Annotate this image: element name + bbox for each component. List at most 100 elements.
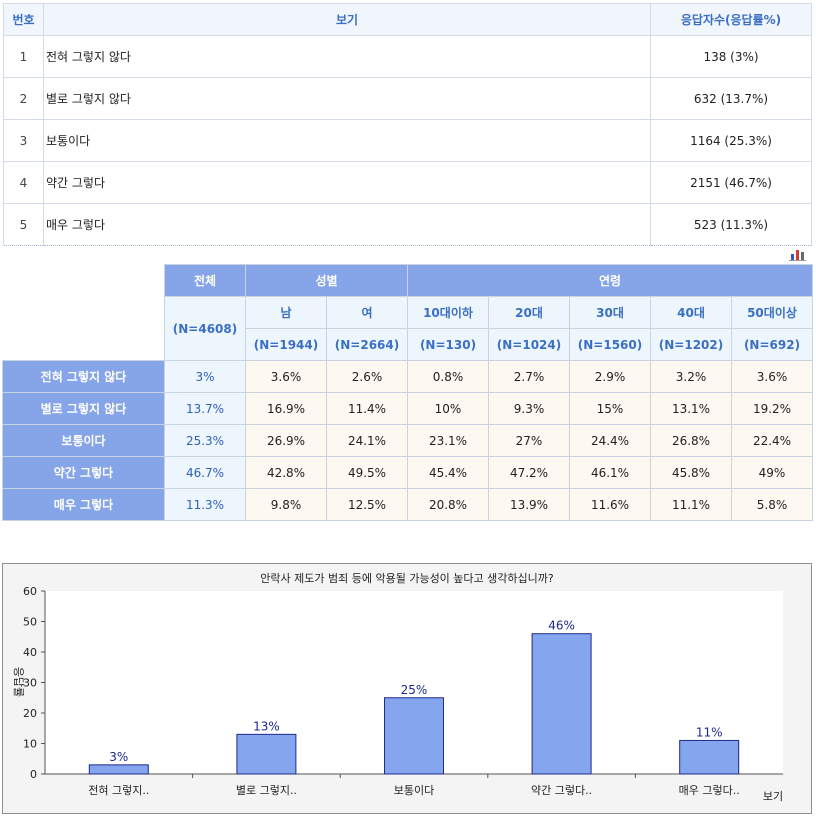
crosstab-row-label: 약간 그렇다	[2, 456, 165, 489]
crosstab-cell: 47.2%	[488, 456, 570, 489]
x-tick-label: 전혀 그렇지..	[88, 784, 149, 797]
row-number: 3	[3, 119, 44, 162]
crosstab-row-label: 별로 그렇지 않다	[2, 392, 165, 425]
row-option: 별로 그렇지 않다	[43, 77, 651, 120]
bar	[88, 764, 149, 775]
header-count: 응답자수(응답률%)	[650, 3, 812, 36]
crosstab-total-cell: 13.7%	[164, 392, 246, 425]
crosstab-cell: 24.4%	[569, 424, 651, 457]
crosstab-group-n: (N=1024)	[488, 328, 570, 361]
row-number: 4	[3, 161, 44, 204]
x-axis-label: 보기	[763, 790, 783, 803]
row-count: 1164 (25.3%)	[650, 119, 812, 162]
crosstab-cell: 11.6%	[569, 488, 651, 521]
crosstab-row: 약간 그렇다 46.7% 42.8% 49.5% 45.4% 47.2% 46.1% 45.8…	[2, 456, 813, 489]
crosstab-cell: 26.8%	[650, 424, 732, 457]
crosstab-cell: 3.2%	[650, 360, 732, 393]
row-number: 5	[3, 203, 44, 246]
row-count: 523 (11.3%)	[650, 203, 812, 246]
bar	[236, 733, 297, 775]
crosstab-cell: 10%	[407, 392, 489, 425]
x-tick-label: 약간 그렇다..	[531, 783, 592, 797]
crosstab-cell: 19.2%	[731, 392, 813, 425]
bar	[531, 633, 592, 775]
data-label: 25%	[401, 683, 428, 697]
row-count: 2151 (46.7%)	[650, 161, 812, 204]
crosstab-total-cell: 3%	[164, 360, 246, 393]
crosstab-cell: 3.6%	[731, 360, 813, 393]
row-option: 약간 그렇다	[43, 161, 651, 204]
x-tick-label: 매우 그렇다..	[679, 784, 740, 797]
crosstab-cell: 9.3%	[488, 392, 570, 425]
crosstab-gender-header: 성별	[245, 264, 408, 297]
row-number: 1	[3, 35, 44, 78]
crosstab-group-n: (N=692)	[731, 328, 813, 361]
y-tick-label: 50	[23, 616, 37, 629]
crosstab-total-header: 전체	[164, 264, 246, 297]
bar	[384, 697, 444, 775]
crosstab-cell: 27%	[488, 424, 570, 457]
crosstab-cell: 5.8%	[731, 488, 813, 521]
y-tick-label: 60	[23, 585, 37, 598]
crosstab-group-label: 20대	[488, 296, 570, 329]
data-label: 3%	[109, 750, 128, 764]
crosstab-row: 매우 그렇다 11.3% 9.8% 12.5% 20.8% 13.9% 11.6% 11.1%…	[2, 488, 813, 521]
data-label: 13%	[253, 719, 280, 733]
header-option: 보기	[43, 3, 651, 36]
y-tick-label: 40	[23, 646, 37, 659]
table-row: 3 보통이다 1164 (25.3%)	[3, 119, 812, 162]
crosstab-cell: 2.9%	[569, 360, 651, 393]
bar-chart-icon[interactable]	[789, 248, 806, 261]
crosstab-corner	[2, 264, 165, 361]
crosstab-cell: 26.9%	[245, 424, 327, 457]
bar-chart-svg: 안락사 제도가 범죄 등에 악용될 가능성이 높다고 생각하십니까? 0 10 20 3…	[12, 571, 783, 803]
header-no: 번호	[3, 3, 44, 36]
table-row: 5 매우 그렇다 523 (11.3%)	[3, 203, 812, 246]
crosstab-cell: 22.4%	[731, 424, 813, 457]
crosstab-group-label: 10대이하	[407, 296, 489, 329]
crosstab-cell: 3.6%	[245, 360, 327, 393]
response-table: 번호 보기 응답자수(응답률%) 1 전혀 그렇지 않다 138 (3%) 2 별로 그…	[3, 3, 812, 246]
crosstab-cell: 42.8%	[245, 456, 327, 489]
y-tick-label: 20	[23, 707, 37, 720]
crosstab-group-n: (N=2664)	[326, 328, 408, 361]
crosstab-cell: 9.8%	[245, 488, 327, 521]
crosstab-group-label: 50대이상	[731, 296, 813, 329]
crosstab-cell: 11.4%	[326, 392, 408, 425]
crosstab-group-n: (N=1202)	[650, 328, 732, 361]
crosstab-total-cell: 25.3%	[164, 424, 246, 457]
crosstab-table: 전체 성별 연령 (N=4608) 남 여 10대이하 20대 30대 40대 50대이상 …	[2, 264, 813, 521]
crosstab-header-row-1: 전체 성별 연령	[2, 264, 813, 361]
crosstab-row: 전혀 그렇지 않다 3% 3.6% 2.6% 0.8% 2.7% 2.9% 3.2% 3.6%	[2, 360, 813, 393]
crosstab-cell: 2.7%	[488, 360, 570, 393]
crosstab-total-cell: 46.7%	[164, 456, 246, 489]
crosstab-cell: 49.5%	[326, 456, 408, 489]
y-tick-label: 0	[30, 768, 37, 781]
crosstab-cell: 13.1%	[650, 392, 732, 425]
crosstab-cell: 0.8%	[407, 360, 489, 393]
crosstab-cell: 46.1%	[569, 456, 651, 489]
table-row: 4 약간 그렇다 2151 (46.7%)	[3, 161, 812, 204]
crosstab-total-cell: 11.3%	[164, 488, 246, 521]
crosstab-cell: 49%	[731, 456, 813, 489]
crosstab-cell: 15%	[569, 392, 651, 425]
crosstab-age-header: 연령	[407, 264, 813, 297]
crosstab-cell: 11.1%	[650, 488, 732, 521]
data-label: 11%	[696, 725, 723, 739]
crosstab-cell: 16.9%	[245, 392, 327, 425]
table-row: 2 별로 그렇지 않다 632 (13.7%)	[3, 77, 812, 120]
response-table-header: 번호 보기 응답자수(응답률%)	[3, 3, 812, 36]
crosstab-group-label: 30대	[569, 296, 651, 329]
row-option: 보통이다	[43, 119, 651, 162]
crosstab-group-n: (N=130)	[407, 328, 489, 361]
row-option: 매우 그렇다	[43, 203, 651, 246]
data-label: 46%	[548, 619, 575, 633]
crosstab-cell: 23.1%	[407, 424, 489, 457]
crosstab-cell: 20.8%	[407, 488, 489, 521]
chart-title: 안락사 제도가 범죄 등에 악용될 가능성이 높다고 생각하십니까?	[260, 571, 554, 585]
row-option: 전혀 그렇지 않다	[43, 35, 651, 78]
crosstab-cell: 45.4%	[407, 456, 489, 489]
crosstab-header-row-2: (N=4608) 남 여 10대이하 20대 30대 40대 50대이상	[3, 296, 813, 361]
crosstab-cell: 45.8%	[650, 456, 732, 489]
row-count: 138 (3%)	[650, 35, 812, 78]
